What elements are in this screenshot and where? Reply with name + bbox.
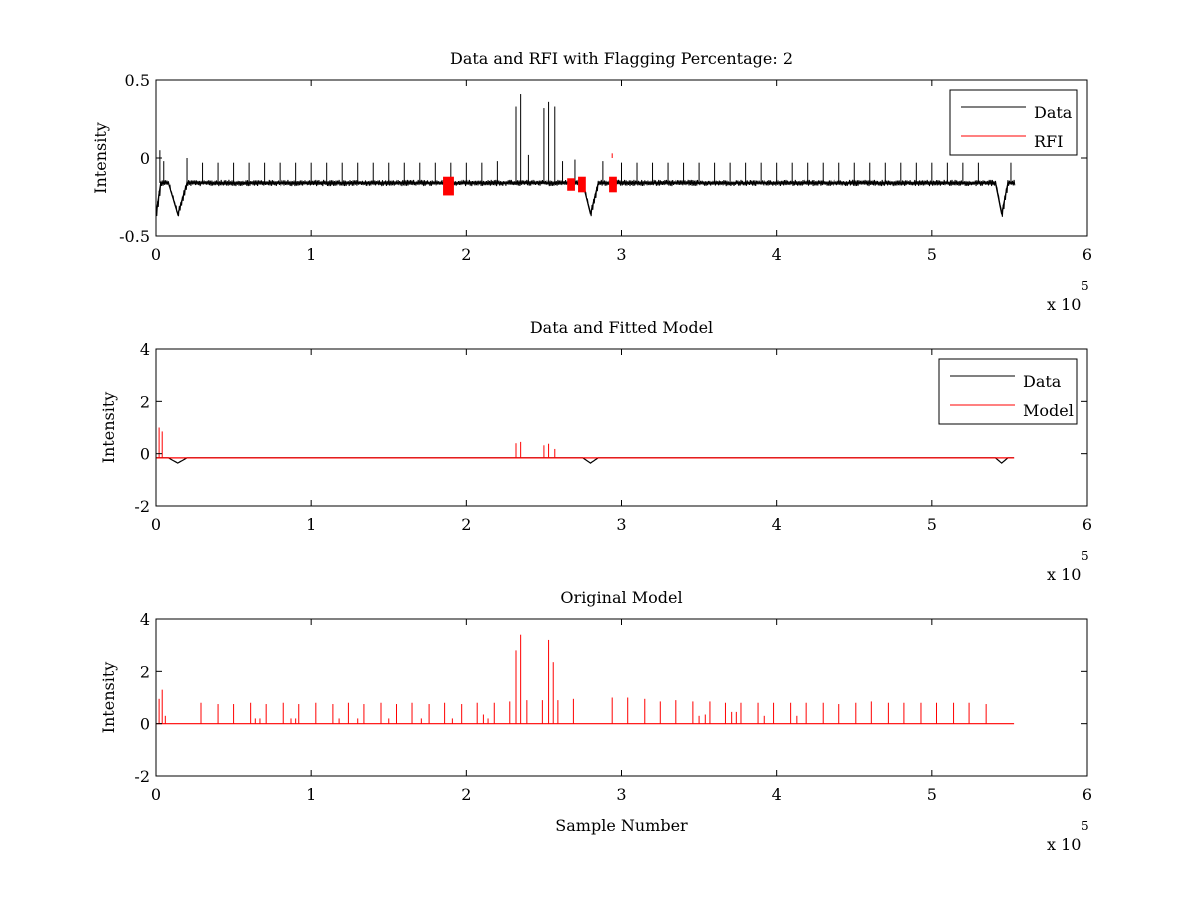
x-multiplier-exponent: 5 — [1081, 549, 1089, 563]
x-tick-label: 4 — [772, 245, 782, 264]
y-tick-label: -0.5 — [119, 227, 150, 246]
axes-root: Data and RFI with Flagging Percentage: 2… — [91, 49, 1092, 854]
y-tick-label: 0.5 — [125, 71, 150, 90]
x-tick-label: 4 — [772, 785, 782, 804]
legend-label-data: Data — [1034, 103, 1073, 122]
legend-box — [949, 89, 1078, 156]
subplot-title: Original Model — [560, 588, 682, 607]
y-tick-label: 2 — [140, 392, 150, 411]
y-tick-label: 2 — [140, 662, 150, 681]
x-tick-label: 3 — [616, 515, 626, 534]
y-axis-label: Intensity — [99, 392, 118, 464]
y-tick-label: 0 — [140, 715, 150, 734]
x-tick-label: 2 — [461, 785, 471, 804]
legend: Data RFI — [949, 89, 1078, 156]
x-tick-label: 0 — [151, 245, 161, 264]
rfi-flag-block — [609, 176, 617, 193]
x-multiplier-exponent: 5 — [1081, 819, 1089, 833]
x-tick-label: 5 — [927, 785, 937, 804]
y-tick-label: -2 — [134, 767, 150, 786]
x-tick-label: 6 — [1082, 515, 1092, 534]
series-model — [156, 427, 1015, 459]
plot-area — [156, 94, 1016, 217]
subplot-title: Data and Fitted Model — [530, 318, 713, 337]
y-tick-label: 4 — [140, 340, 150, 359]
x-multiplier: x 10 — [1047, 295, 1081, 314]
legend-label-model: Model — [1023, 401, 1074, 420]
x-tick-label: 1 — [306, 785, 316, 804]
x-multiplier: x 10 — [1047, 835, 1081, 854]
x-tick-label: 2 — [461, 245, 471, 264]
x-tick-label: 3 — [616, 785, 626, 804]
legend: Data Model — [938, 358, 1078, 425]
x-tick-label: 1 — [306, 245, 316, 264]
y-tick-label: 0 — [140, 445, 150, 464]
rfi-flag-block — [443, 176, 454, 196]
x-tick-label: 1 — [306, 515, 316, 534]
y-axis-label: Intensity — [91, 122, 110, 194]
series-model — [156, 634, 1015, 725]
y-tick-label: -2 — [134, 497, 150, 516]
series-rfi — [443, 153, 617, 196]
x-multiplier: x 10 — [1047, 565, 1081, 584]
rfi-flag-block — [578, 176, 586, 193]
x-tick-label: 5 — [927, 515, 937, 534]
x-tick-label: 4 — [772, 515, 782, 534]
subplot-title: Data and RFI with Flagging Percentage: 2 — [450, 49, 793, 68]
x-tick-label: 6 — [1082, 245, 1092, 264]
x-multiplier-exponent: 5 — [1081, 279, 1089, 293]
x-tick-label: 2 — [461, 515, 471, 534]
legend-box — [938, 358, 1078, 425]
legend-label-data: Data — [1023, 372, 1062, 391]
y-tick-label: 4 — [140, 610, 150, 629]
x-tick-label: 5 — [927, 245, 937, 264]
x-tick-label: 3 — [616, 245, 626, 264]
y-tick-label: 0 — [140, 149, 150, 168]
x-axis-label: Sample Number — [555, 816, 688, 835]
y-axis-label: Intensity — [99, 662, 118, 734]
plot-area — [156, 634, 1015, 725]
x-tick-label: 0 — [151, 515, 161, 534]
rfi-flag-block — [567, 178, 575, 191]
x-tick-label: 6 — [1082, 785, 1092, 804]
legend-label-rfi: RFI — [1034, 132, 1063, 151]
x-tick-label: 0 — [151, 785, 161, 804]
plot-area — [156, 427, 1015, 464]
subplot-1: Data and RFI with Flagging Percentage: 2… — [91, 49, 1092, 314]
